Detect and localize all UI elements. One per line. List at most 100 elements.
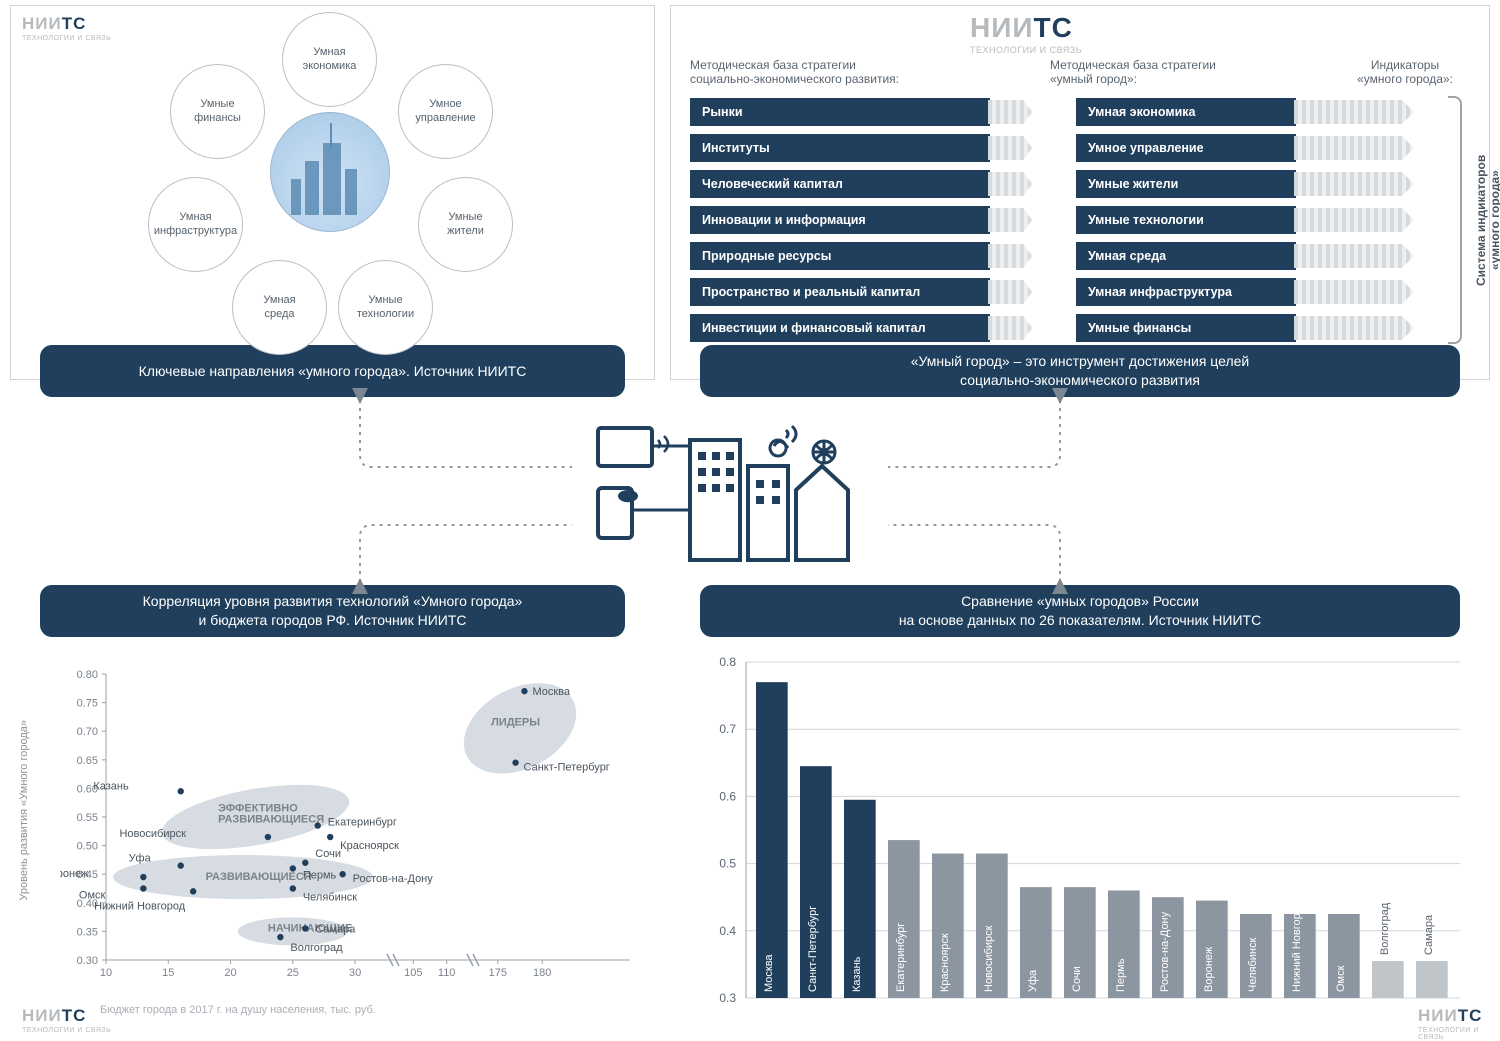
caption-bl: Корреляция уровня развития технологий «У… [40,585,625,637]
arrow-icon [1294,208,1414,232]
svg-text:Красноярск: Красноярск [340,840,399,852]
tr-header-right: Индикаторы «умного города»: [1340,58,1470,86]
scatter-y-title: Уровень развития «Умного города» [18,720,30,901]
svg-text:0.65: 0.65 [77,755,98,767]
mapping-right: Умное управление [1076,134,1296,162]
caption-tl: Ключевые направления «умного города». Ис… [40,345,625,397]
arrow-icon [988,280,1032,304]
svg-text:Нижний Новгород: Нижний Новгород [1291,900,1303,992]
svg-text:0.7: 0.7 [719,722,736,736]
svg-text:ЛИДЕРЫ: ЛИДЕРЫ [491,716,540,728]
mapping-left: Пространство и реальный капитал [690,278,990,306]
tr-header-left: Методическая база стратегии социально-эк… [690,58,970,86]
svg-text:Омск: Омск [1335,965,1347,992]
svg-text:Самара: Самара [315,924,356,936]
arrow-icon [1294,172,1414,196]
mapping-left: Природные ресурсы [690,242,990,270]
arrow-icon [1294,100,1414,124]
svg-text:Екатеринбург: Екатеринбург [895,923,907,992]
svg-text:15: 15 [162,967,174,979]
wheel-node: Умное управление [398,64,493,159]
svg-text:Волгоград: Волгоград [290,942,343,954]
svg-text:Сочи: Сочи [315,848,341,860]
svg-text:0.6: 0.6 [719,789,736,803]
mapping-row: РынкиУмная экономика [690,96,1470,128]
svg-text:20: 20 [224,967,236,979]
svg-text:105: 105 [404,967,422,979]
svg-text:Уфа: Уфа [129,853,152,865]
arrow-icon [1294,316,1414,340]
arrow-icon [988,208,1032,232]
svg-text:Сочи: Сочи [1071,966,1083,992]
svg-text:Казань: Казань [93,780,129,792]
svg-text:180: 180 [533,967,551,979]
wheel-node: Умные финансы [170,64,265,159]
svg-text:175: 175 [489,967,507,979]
caption-tr: «Умный город» – это инструмент достижени… [700,345,1460,397]
logo-tr: НИИТС ТЕХНОЛОГИИ И СВЯЗЬ [970,12,1082,55]
svg-text:0.55: 0.55 [77,812,98,824]
mapping-row: Пространство и реальный капиталУмная инф… [690,276,1470,308]
arrow-icon [1294,244,1414,268]
mapping-left: Человеческий капитал [690,170,990,198]
svg-text:Нижний Новгород: Нижний Новгород [94,900,186,912]
svg-text:0.80: 0.80 [77,669,98,681]
svg-text:0.30: 0.30 [77,955,98,967]
wheel-node: Умная среда [232,260,327,355]
mapping-right: Умная экономика [1076,98,1296,126]
mapping-row: Природные ресурсы Умная среда [690,240,1470,272]
svg-text:0.5: 0.5 [719,857,736,871]
logo-tl: НИИТС ТЕХНОЛОГИИ И СВЯЗЬ [22,14,111,42]
arrow-icon [988,244,1032,268]
mapping-right: Умные технологии [1076,206,1296,234]
svg-text:30: 30 [349,967,361,979]
svg-text:0.35: 0.35 [77,926,98,938]
svg-text:Санкт-Петербург: Санкт-Петербург [807,906,819,992]
svg-text:Москва: Москва [763,954,775,992]
svg-text:Казань: Казань [851,956,863,992]
arrow-icon [988,316,1032,340]
svg-text:Новосибирск: Новосибирск [119,828,186,840]
mapping-left: Инновации и информация [690,206,990,234]
svg-text:0.70: 0.70 [77,726,98,738]
wheel-diagram: Умная экономикаУмное управление Умные жит… [140,12,520,342]
wheel-center-icon [270,112,390,232]
caption-br: Сравнение «умных городов» России на осно… [700,585,1460,637]
svg-text:Новосибирск: Новосибирск [983,925,995,992]
wheel-node: Умные технологии [338,260,433,355]
svg-text:ЭФФЕКТИВНО: ЭФФЕКТИВНО [218,802,298,814]
svg-text:0.50: 0.50 [77,841,98,853]
bar-chart: 0.30.40.50.60.70.8МоскваСанкт-ПетербургК… [700,652,1470,1012]
svg-text:Ростов-на-Дону: Ростов-на-Дону [1159,911,1171,992]
mapping-row: Инвестиции и финансовый капитал Умные фин… [690,312,1470,344]
mapping-row: Институты Умное управление [690,132,1470,164]
mapping-right: Умные жители [1076,170,1296,198]
svg-text:Воронеж: Воронеж [1203,946,1215,992]
svg-text:РАЗВИВАЮЩИЕСЯ: РАЗВИВАЮЩИЕСЯ [218,814,324,826]
arrow-icon [988,172,1032,196]
mapping-row: Инновации и информация Умные технологии [690,204,1470,236]
svg-text:25: 25 [287,967,299,979]
svg-text:0.3: 0.3 [719,991,736,1005]
mapping-right: Умные финансы [1076,314,1296,342]
wheel-node: Умные жители [418,177,513,272]
svg-text:РАЗВИВАЮЩИЕСЯ: РАЗВИВАЮЩИЕСЯ [206,871,312,883]
mapping-row: Человеческий капитал Умные жители [690,168,1470,200]
svg-text:Красноярск: Красноярск [939,933,951,992]
svg-text:Волгоград: Волгоград [1379,902,1391,955]
mapping-rows: РынкиУмная экономика Институты Умное управ… [690,96,1470,348]
svg-text:Самара: Самара [1423,914,1435,955]
svg-text:0.8: 0.8 [719,655,736,669]
wheel-node: Умная экономика [282,12,377,107]
svg-text:10: 10 [100,967,112,979]
svg-text:Екатеринбург: Екатеринбург [328,817,397,829]
tr-header-mid: Методическая база стратегии «умный город… [1050,58,1270,86]
svg-text:Челябинск: Челябинск [303,892,357,904]
svg-text:Ростов-на-Дону: Ростов-на-Дону [353,873,434,885]
mapping-left: Инвестиции и финансовый капитал [690,314,990,342]
arrow-icon [988,136,1032,160]
arrow-icon [1294,280,1414,304]
mapping-right: Умная среда [1076,242,1296,270]
wheel-node: Умная инфраструктура [148,177,243,272]
mapping-left: Институты [690,134,990,162]
